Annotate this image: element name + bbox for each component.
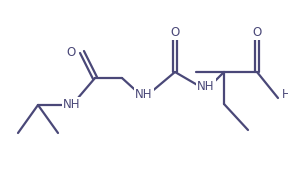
- Text: O: O: [67, 45, 76, 58]
- Text: NH: NH: [135, 88, 153, 101]
- Text: O: O: [170, 25, 180, 38]
- Text: HO: HO: [282, 88, 288, 101]
- Text: NH: NH: [197, 80, 215, 93]
- Text: NH: NH: [63, 98, 81, 111]
- Text: O: O: [252, 25, 262, 38]
